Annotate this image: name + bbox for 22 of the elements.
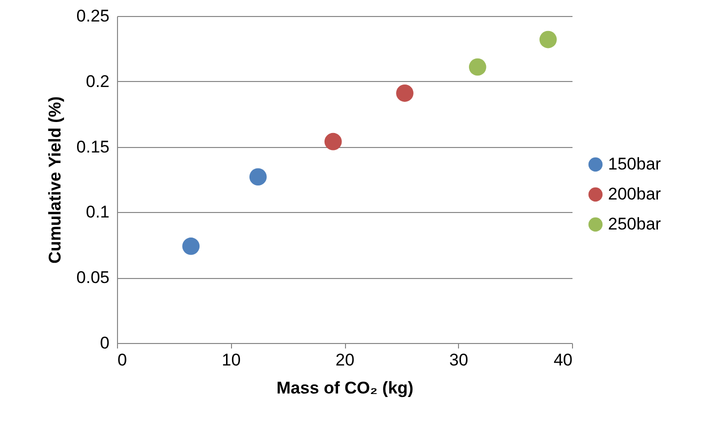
legend-label: 150bar: [608, 154, 662, 174]
x-tick-label: 10: [222, 350, 241, 370]
y-tick-label: 0.1: [86, 202, 110, 222]
point: [539, 30, 557, 48]
y-tick-label: 0.05: [76, 268, 110, 288]
x-tick-label: 0: [118, 350, 127, 370]
x-tick-label: 40: [554, 350, 572, 370]
y-tick-label: 0.25: [76, 6, 110, 26]
legend-label: 200bar: [608, 184, 662, 204]
x-axis-title: Mass of CO₂ (kg): [276, 378, 414, 398]
x-tick-label: 20: [336, 350, 354, 370]
point: [468, 58, 486, 76]
point: [396, 84, 414, 102]
point: [182, 238, 200, 255]
y-tick-label: 0.2: [86, 72, 110, 91]
point: [324, 132, 342, 150]
legend-label: 250bar: [608, 214, 662, 234]
x-tick-label: 30: [449, 350, 468, 370]
y-axis-title: Cumulative Yield (%): [45, 96, 64, 264]
point: [249, 168, 267, 186]
y-tick-label: 0: [100, 334, 110, 352]
y-tick-label: 0.15: [76, 137, 110, 156]
